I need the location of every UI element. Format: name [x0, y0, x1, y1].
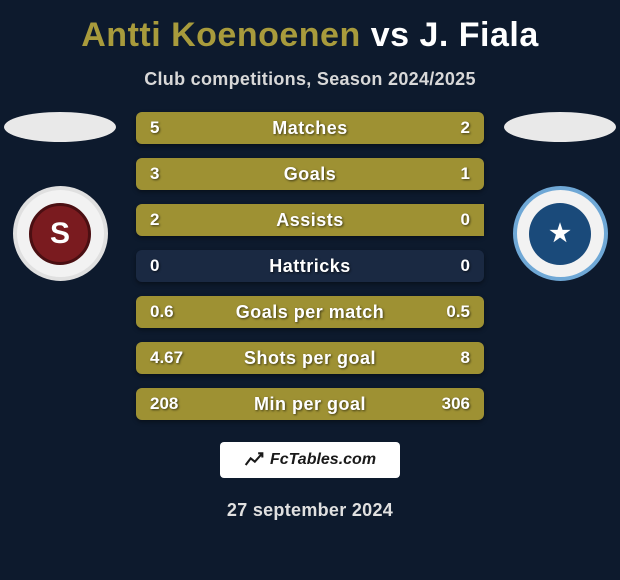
stat-value-right: 0.5	[446, 302, 470, 322]
stat-label: Hattricks	[136, 256, 484, 277]
stat-row: 3Goals1	[136, 158, 484, 190]
club-right-star: ★	[529, 203, 591, 265]
stat-row: 5Matches2	[136, 112, 484, 144]
stat-label: Assists	[136, 210, 484, 231]
stat-label: Min per goal	[136, 394, 484, 415]
stat-row: 208Min per goal306	[136, 388, 484, 420]
comparison-title: Antti Koenoenen vs J. Fiala	[0, 16, 620, 55]
brand-badge[interactable]: FcTables.com	[220, 442, 400, 478]
stat-label: Shots per goal	[136, 348, 484, 369]
stat-value-right: 2	[461, 118, 470, 138]
subtitle: Club competitions, Season 2024/2025	[0, 69, 620, 90]
club-left-initial: S	[29, 203, 91, 265]
stat-value-right: 306	[442, 394, 470, 414]
player2-name: J. Fiala	[419, 16, 538, 54]
stat-row: 4.67Shots per goal8	[136, 342, 484, 374]
stat-row: 2Assists0	[136, 204, 484, 236]
stats-table: 5Matches23Goals12Assists00Hattricks00.6G…	[136, 112, 484, 420]
stat-value-right: 1	[461, 164, 470, 184]
club-left-badge: S	[13, 186, 108, 281]
stat-value-right: 0	[461, 256, 470, 276]
brand-text: FcTables.com	[270, 451, 376, 469]
stat-value-right: 8	[461, 348, 470, 368]
club-right-column: ★	[500, 112, 620, 281]
stat-label: Goals per match	[136, 302, 484, 323]
stat-label: Goals	[136, 164, 484, 185]
vs-text: vs	[371, 16, 410, 54]
stat-row: 0Hattricks0	[136, 250, 484, 282]
player1-name: Antti Koenoenen	[81, 16, 360, 54]
chart-icon	[244, 450, 264, 470]
club-right-badge: ★	[513, 186, 608, 281]
player2-silhouette	[504, 112, 616, 142]
comparison-content: S 5Matches23Goals12Assists00Hattricks00.…	[0, 112, 620, 420]
stat-row: 0.6Goals per match0.5	[136, 296, 484, 328]
stat-value-right: 0	[461, 210, 470, 230]
stat-label: Matches	[136, 118, 484, 139]
date-label: 27 september 2024	[0, 500, 620, 521]
player1-silhouette	[4, 112, 116, 142]
club-left-column: S	[0, 112, 120, 281]
